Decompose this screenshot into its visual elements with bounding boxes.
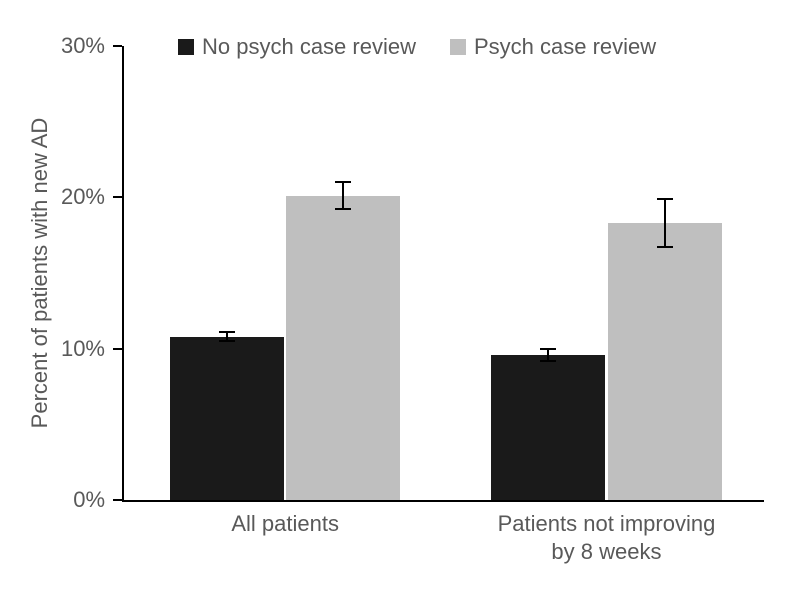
bar <box>286 196 400 500</box>
error-bar-cap <box>657 198 673 200</box>
error-bar <box>664 199 666 247</box>
error-bar-cap <box>219 331 235 333</box>
bar <box>170 337 284 500</box>
y-axis-title: Percent of patients with new AD <box>27 118 53 429</box>
xtick-label: Patients not improvingby 8 weeks <box>498 510 716 566</box>
ytick-label: 30% <box>0 33 105 59</box>
ytick-mark <box>113 499 122 501</box>
xtick-label: All patients <box>231 510 339 538</box>
ytick-label: 0% <box>0 487 105 513</box>
bar <box>491 355 605 500</box>
error-bar-cap <box>335 181 351 183</box>
legend-item-0: No psych case review <box>178 34 416 60</box>
ytick-mark <box>113 45 122 47</box>
bar-chart: Percent of patients with new AD No psych… <box>0 0 800 606</box>
error-bar-cap <box>657 246 673 248</box>
ytick-mark <box>113 196 122 198</box>
error-bar-cap <box>540 348 556 350</box>
legend-label: Psych case review <box>474 34 656 60</box>
legend-label: No psych case review <box>202 34 416 60</box>
error-bar-cap <box>540 360 556 362</box>
error-bar-cap <box>219 340 235 342</box>
ytick-label: 20% <box>0 184 105 210</box>
ytick-label: 10% <box>0 336 105 362</box>
bar <box>608 223 722 500</box>
legend: No psych case review Psych case review <box>178 34 656 60</box>
ytick-mark <box>113 348 122 350</box>
legend-swatch-icon <box>178 39 194 55</box>
legend-swatch-icon <box>450 39 466 55</box>
error-bar-cap <box>335 208 351 210</box>
error-bar <box>342 182 344 209</box>
legend-item-1: Psych case review <box>450 34 656 60</box>
